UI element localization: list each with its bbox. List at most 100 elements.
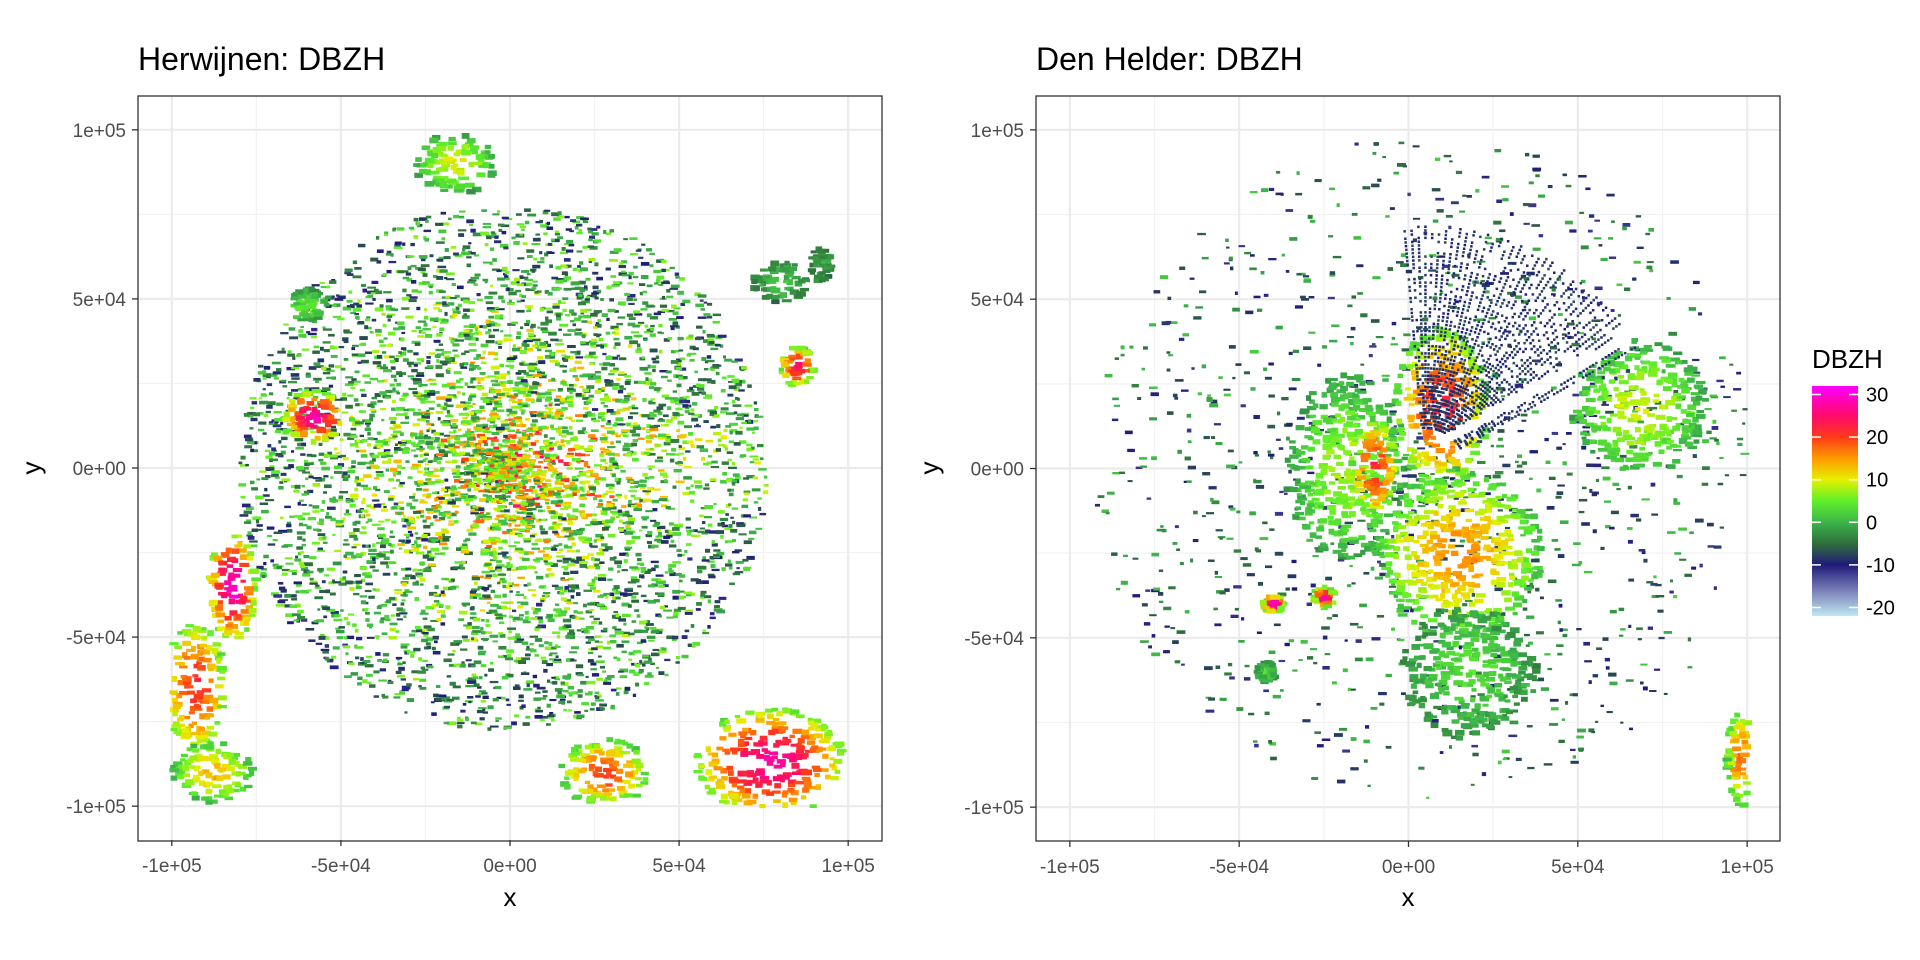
radar-cell: [628, 632, 635, 636]
radar-cell: [547, 618, 555, 623]
radar-cell: [267, 444, 272, 448]
radar-cell: [496, 514, 505, 518]
radar-cell: [491, 415, 501, 419]
radar-cell: [644, 570, 651, 574]
radar-cell: [560, 529, 569, 533]
radar-cell: [603, 493, 608, 496]
radar-cell: [368, 553, 377, 556]
radar-cell: [644, 681, 650, 686]
radar-cell: [650, 324, 655, 328]
radar-cell: [440, 487, 447, 492]
radar-cell: [519, 475, 526, 479]
radar-cell: [584, 298, 590, 302]
radar-cell: [338, 582, 347, 586]
radar-cell: [388, 495, 395, 499]
radar-cell: [305, 372, 311, 377]
radar-cell: [600, 450, 604, 454]
radar-cell: [522, 538, 532, 541]
radar-cell: [645, 377, 649, 382]
radar-cell: [396, 612, 401, 617]
radar-cell: [524, 346, 528, 351]
radar-cell: [446, 382, 456, 385]
radar-cell: [528, 432, 533, 437]
radar-cell: [732, 550, 740, 554]
radar-cell: [669, 266, 675, 270]
radar-cell: [351, 465, 356, 469]
radar-cell: [398, 441, 407, 444]
radar-cell: [457, 441, 461, 444]
radar-cell: [672, 412, 679, 416]
radar-cell: [440, 421, 449, 424]
radar-cell: [655, 613, 661, 617]
radar-cell: [513, 636, 521, 640]
radar-cell: [472, 506, 476, 509]
radar-cell: [454, 491, 461, 495]
radar-cell: [479, 515, 487, 519]
radar-cell: [333, 303, 341, 307]
radar-cell: [501, 458, 506, 461]
radar-cell: [452, 422, 457, 427]
radar-cell: [678, 452, 685, 455]
radar-cell: [447, 394, 457, 397]
radar-cell: [454, 510, 459, 514]
radar-cell: [487, 461, 496, 465]
radar-cell: [728, 524, 733, 528]
radar-cell: [400, 337, 405, 342]
radar-cell: [498, 546, 503, 550]
radar-cell: [342, 477, 349, 481]
radar-cell: [597, 655, 602, 658]
radar-cell: [471, 418, 476, 422]
radar-cell: [591, 294, 597, 298]
radar-cell: [588, 565, 595, 569]
radar-cell: [624, 442, 629, 446]
radar-cell: [362, 679, 368, 684]
radar-cell: [490, 409, 496, 412]
radar-cell: [459, 442, 468, 446]
radar-cell: [472, 365, 480, 369]
radar-cell: [596, 538, 604, 541]
radar-cell: [642, 663, 646, 667]
radar-cell: [368, 595, 375, 599]
radar-cell: [486, 512, 491, 515]
radar-cell: [684, 629, 690, 633]
radar-cell: [506, 395, 513, 398]
radar-cell: [296, 466, 304, 470]
radar-cell: [654, 282, 659, 285]
radar-cell: [578, 315, 583, 319]
radar-cell: [373, 446, 380, 449]
radar-cell: [353, 592, 360, 596]
radar-cell: [477, 707, 487, 710]
radar-cell: [704, 505, 713, 509]
radar-cell: [710, 366, 720, 369]
radar-cell: [589, 609, 594, 612]
radar-cell: [470, 510, 479, 515]
radar-cell: [481, 692, 488, 695]
radar-cell: [721, 461, 729, 465]
radar-cell: [641, 356, 645, 360]
radar-cell: [441, 383, 451, 388]
radar-cell: [538, 412, 544, 417]
radar-cell: [497, 340, 503, 344]
radar-cell: [504, 657, 514, 661]
radar-cell: [563, 527, 571, 531]
radar-cell: [398, 326, 406, 330]
radar-cell: [569, 482, 576, 486]
radar-cell: [418, 657, 423, 661]
radar-cell: [594, 296, 599, 300]
radar-cell: [265, 455, 273, 459]
radar-cell: [573, 559, 583, 564]
radar-cell: [496, 468, 506, 473]
radar-cell: [484, 279, 488, 284]
radar-cell: [629, 237, 638, 240]
radar-cell: [585, 636, 595, 639]
radar-cell: [349, 415, 354, 419]
radar-cell: [500, 383, 506, 387]
radar-cell: [532, 280, 538, 283]
radar-cell: [564, 264, 572, 268]
radar-cell: [601, 433, 606, 437]
radar-cell: [494, 458, 498, 462]
radar-cell: [359, 663, 368, 666]
radar-cell: [548, 526, 554, 530]
radar-cell: [269, 392, 274, 396]
radar-cell: [262, 388, 266, 391]
